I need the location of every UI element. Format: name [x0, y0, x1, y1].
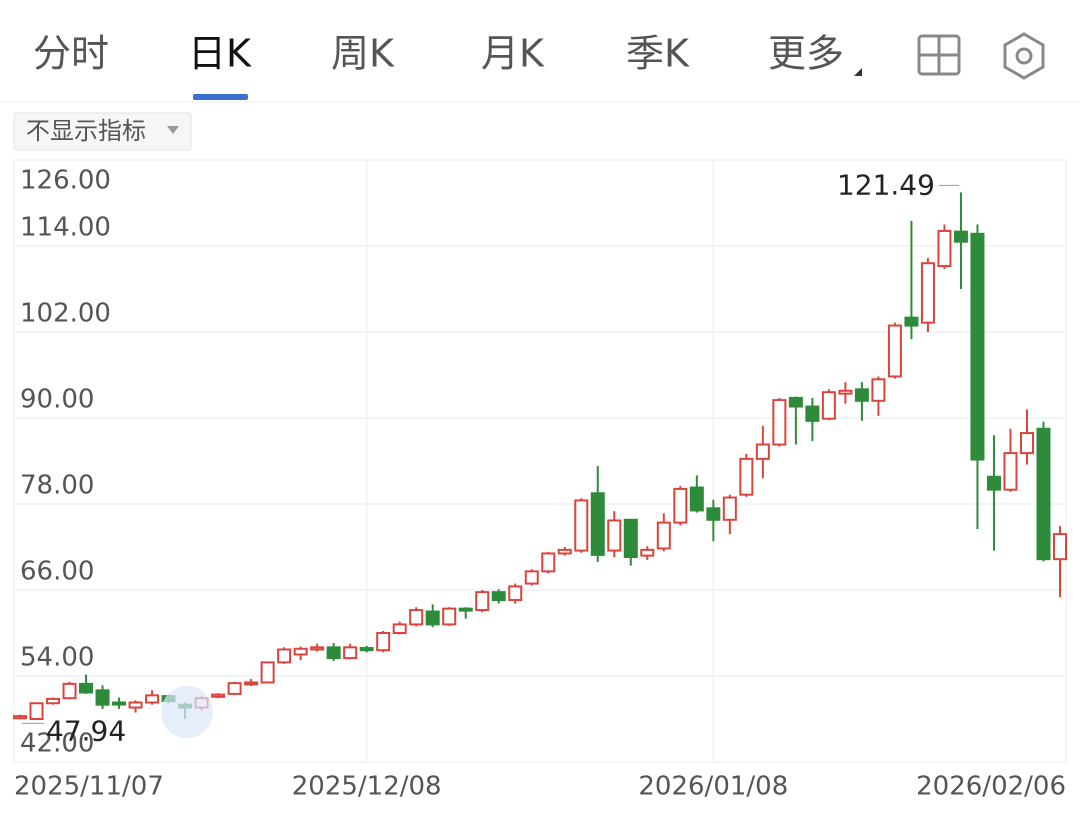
y-tick-label: 66.00 [20, 557, 94, 587]
candle-body [640, 548, 655, 557]
candle-body [508, 585, 523, 602]
candle-body [227, 682, 242, 695]
candle-body [689, 486, 704, 512]
candle-body [458, 607, 473, 612]
candle-body [656, 521, 671, 550]
plot: 42.00 54.00 66.00 78.00 90.00 102.00 114.00 126… [13, 160, 1067, 802]
x-tick-label: 2025/12/08 [292, 772, 442, 802]
candle-body [805, 405, 820, 422]
y-tick-label: 42.00 [20, 729, 94, 759]
tab[interactable]: 更多 [768, 32, 844, 76]
x-tick-label: 2025/11/07 [14, 772, 164, 802]
candle-body [244, 681, 259, 686]
candle-body [1003, 452, 1018, 491]
y-tick-label: 102.00 [20, 299, 111, 329]
candle-body [706, 507, 721, 521]
settings-icon[interactable] [1003, 32, 1045, 80]
candle-body [62, 682, 77, 700]
candle-body [425, 610, 440, 626]
candle-body [755, 443, 770, 460]
candle-body [475, 591, 490, 612]
tab-bar: 分时 日K 周K 月K 季K 更多 [33, 32, 844, 100]
candle-body [128, 701, 143, 709]
candle-body [293, 647, 308, 656]
candle-body [557, 548, 572, 555]
candle-body [623, 518, 638, 559]
y-tick-label: 90.00 [20, 385, 94, 415]
candle-body [211, 693, 226, 698]
candle-body [607, 519, 622, 552]
candle-body [359, 647, 374, 652]
tab-indicator [193, 94, 248, 100]
candle-body [409, 609, 424, 626]
candle-body [392, 623, 407, 635]
candle-body [343, 646, 358, 660]
candle-body [986, 475, 1001, 491]
tab[interactable]: 季K [626, 32, 690, 76]
candle-body [821, 391, 836, 420]
candle-body [970, 232, 985, 461]
candle-body [739, 457, 754, 496]
candle-body [95, 689, 110, 706]
candle-body [112, 701, 127, 706]
candle-body [260, 661, 275, 684]
plot-frame [13, 159, 1067, 763]
candle-body [277, 648, 292, 664]
layout-icon[interactable] [917, 34, 961, 76]
candle-body [590, 492, 605, 556]
y-tick-label: 54.00 [20, 643, 94, 673]
candle-body [310, 646, 325, 651]
candle-body [1019, 432, 1034, 455]
indicator-button[interactable] [13, 112, 192, 151]
candle-body [1053, 533, 1067, 561]
tab[interactable]: 日K [188, 32, 252, 76]
candle-body [46, 697, 61, 705]
candle-body [673, 487, 688, 524]
candle-body [887, 324, 902, 378]
candle-body [854, 388, 869, 402]
candle-body [376, 632, 391, 652]
candle-body [491, 591, 506, 602]
min-label: 47.94 [46, 714, 126, 747]
candle-body [29, 702, 44, 721]
candle-body [920, 262, 935, 324]
crosshair-button[interactable] [161, 686, 213, 738]
candle-body [953, 230, 968, 243]
candle-body [871, 378, 886, 402]
candle-body [722, 496, 737, 521]
more-arrow [854, 68, 862, 76]
candle-body [442, 607, 457, 626]
y-tick-label: 126.00 [20, 166, 111, 196]
tab[interactable]: 分时 [33, 32, 109, 76]
x-tick-label: 2026/02/06 [916, 772, 1066, 802]
candle-body [1036, 427, 1051, 561]
candle-body [838, 389, 853, 395]
candle-body [326, 646, 341, 660]
candle-body [145, 694, 160, 704]
candle-body [772, 399, 787, 446]
tab[interactable]: 周K [331, 32, 395, 76]
max-label: 121.49 [837, 168, 935, 201]
candle-body [13, 715, 27, 720]
candle-body [574, 499, 589, 552]
candle-body [904, 316, 919, 327]
candle-body [788, 396, 803, 408]
indicator-label: 不显示指标 [26, 117, 146, 145]
y-tick-label: 114.00 [20, 213, 111, 243]
candle-body [937, 229, 952, 268]
candle-body [524, 570, 539, 585]
candle-body [541, 552, 556, 573]
tab[interactable]: 月K [481, 32, 545, 76]
dropdown-arrow [167, 126, 179, 134]
candle-body [79, 682, 94, 694]
x-tick-label: 2026/01/08 [638, 772, 788, 802]
y-tick-label: 78.00 [20, 471, 94, 501]
